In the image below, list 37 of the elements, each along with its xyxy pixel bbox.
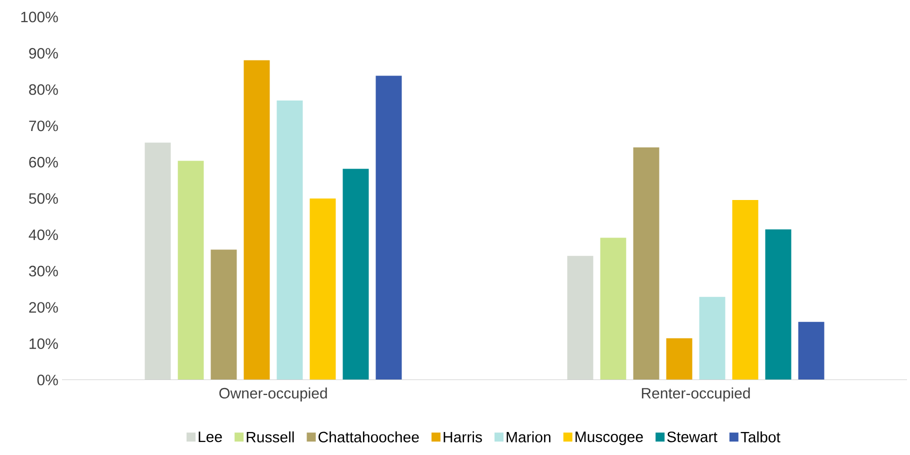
bar xyxy=(666,338,692,380)
legend-label: Muscogee xyxy=(576,432,643,446)
bar xyxy=(342,168,369,380)
x-tick-label: Owner-occupied xyxy=(219,388,327,402)
legend-label: Stewart xyxy=(667,432,718,442)
bar xyxy=(310,198,336,380)
legend-label: Russell xyxy=(246,431,294,442)
legend-label: Chattahoochee xyxy=(318,431,419,442)
y-tick-label: 0% xyxy=(37,374,58,386)
y-tick-label: 90% xyxy=(29,48,58,59)
y-tick-label: 60% xyxy=(29,156,58,168)
bar xyxy=(178,160,204,380)
y-tick-label: 80% xyxy=(29,84,58,95)
y-tick-label: 40% xyxy=(28,229,58,240)
y-tick-label: 100% xyxy=(21,12,58,22)
bar xyxy=(732,200,758,380)
bar xyxy=(600,238,626,380)
y-tick-label: 10% xyxy=(30,338,58,350)
legend-label: Talbot xyxy=(740,431,780,442)
bar xyxy=(210,250,237,380)
legend-label: Marion xyxy=(506,431,550,442)
legend-label: Harris xyxy=(444,431,482,442)
y-tick-label: 50% xyxy=(29,193,58,204)
bar xyxy=(144,142,171,380)
bar xyxy=(765,229,792,380)
y-tick-label: 30% xyxy=(29,266,58,276)
y-tick-label: 20% xyxy=(29,302,58,313)
bar xyxy=(798,322,824,380)
bar xyxy=(633,147,660,380)
bar xyxy=(244,60,270,380)
x-tick-label: Renter-occupied xyxy=(642,388,750,402)
y-tick-label: 70% xyxy=(29,120,58,132)
legend-label: Lee xyxy=(198,432,222,442)
bar xyxy=(567,256,594,380)
bar xyxy=(276,100,303,380)
bar xyxy=(699,296,726,380)
bar xyxy=(376,76,402,380)
